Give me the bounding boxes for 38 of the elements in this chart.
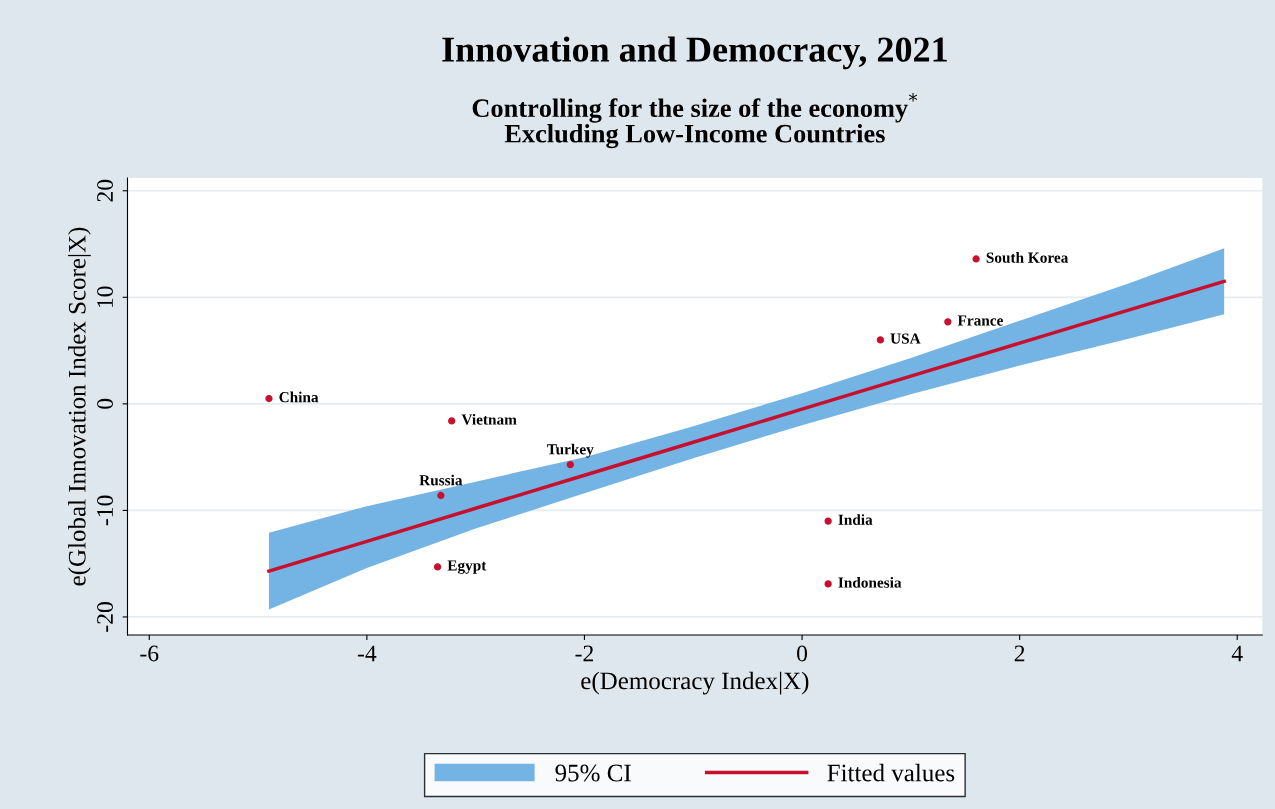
annotation: South Korea xyxy=(986,252,1069,263)
point xyxy=(433,563,442,571)
annotation: USA xyxy=(890,333,921,344)
y-tick-label: -10 xyxy=(97,495,113,526)
y-tick-label: 0 xyxy=(97,398,113,409)
point xyxy=(566,460,574,469)
chart-title: Innovation and Democracy, 2021 xyxy=(442,36,947,70)
x-tick-label: 2 xyxy=(1014,645,1025,662)
x-axis-title: e(Democracy Index|X) xyxy=(581,671,809,695)
y-tick-label: 10 xyxy=(97,286,113,308)
annotation: China xyxy=(279,391,319,403)
annotation: Turkey xyxy=(547,443,594,458)
point xyxy=(437,491,445,500)
point xyxy=(824,580,832,588)
text: Controlling for the size of the economy$^{*}$ Excluding Low-Income Countries xyxy=(472,93,918,149)
y-tick-label: -20 xyxy=(97,602,113,632)
annotation: France xyxy=(957,315,1003,326)
x-tick-label: -4 xyxy=(357,645,377,662)
annotation: Russia xyxy=(419,474,463,486)
text: 95% CI xyxy=(555,764,631,782)
point xyxy=(448,417,456,425)
point xyxy=(944,318,952,326)
point xyxy=(876,336,885,344)
x-tick-label: -6 xyxy=(140,645,159,662)
x-tick-label: 0 xyxy=(797,645,808,662)
annotation: Vietnam xyxy=(461,413,517,425)
point xyxy=(265,394,273,403)
y-axis-title: e(Global Innovation Index Score|X) xyxy=(68,227,91,586)
x-tick-label: 4 xyxy=(1231,645,1243,662)
legend-label: Fitted values xyxy=(827,763,955,782)
annotation: India xyxy=(838,514,873,525)
line-series xyxy=(267,279,1226,573)
point xyxy=(972,255,980,263)
x-tick-label: -2 xyxy=(575,645,593,662)
y-tick-label: 20 xyxy=(97,179,113,202)
annotation: Indonesia xyxy=(838,577,902,588)
annotation: Egypt xyxy=(447,560,487,574)
point xyxy=(824,517,832,525)
